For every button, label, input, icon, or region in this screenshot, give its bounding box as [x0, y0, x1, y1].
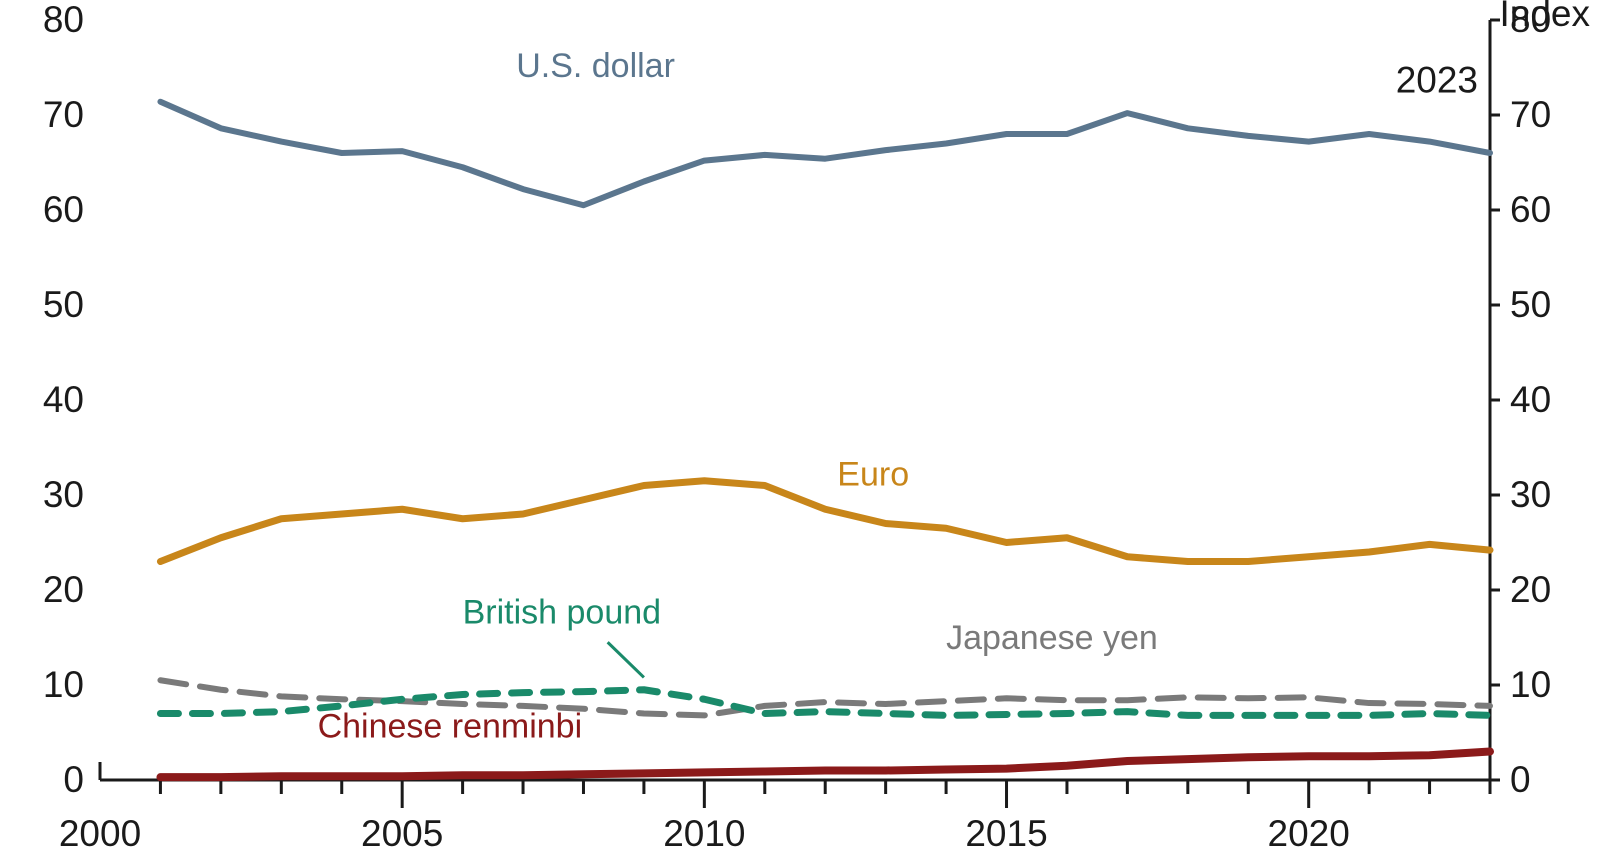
series-label-usd: U.S. dollar: [516, 47, 675, 85]
y-tick-label-left: 70: [43, 94, 84, 135]
y-axis-title: Index: [1499, 0, 1590, 34]
y-tick-label-right: 60: [1510, 189, 1551, 230]
y-tick-label-right: 0: [1510, 759, 1531, 800]
y-tick-label-right: 40: [1510, 379, 1551, 420]
y-tick-label-right: 70: [1510, 94, 1551, 135]
y-tick-label-right: 50: [1510, 284, 1551, 325]
y-tick-label-left: 0: [63, 759, 84, 800]
year-indicator: 2023: [1396, 60, 1478, 101]
y-tick-label-left: 30: [43, 474, 84, 515]
series-label-gbp: British pound: [463, 593, 661, 631]
chart-svg: 2000 2005 2010 2015 2020 0 10 20 30 40 50 60 70 80 0 10…: [0, 0, 1600, 848]
y-tick-label-left: 50: [43, 284, 84, 325]
x-tick-label: 2015: [965, 813, 1047, 848]
series-label-jpy: Japanese yen: [946, 619, 1158, 657]
series-label-cny: Chinese renminbi: [318, 707, 583, 745]
y-tick-label-left: 10: [43, 664, 84, 705]
y-tick-label-left: 80: [43, 0, 84, 40]
chart-bg: [0, 0, 1600, 848]
y-tick-label-right: 30: [1510, 474, 1551, 515]
x-tick-label: 2020: [1268, 813, 1350, 848]
y-tick-label-right: 10: [1510, 664, 1551, 705]
y-tick-label-left: 40: [43, 379, 84, 420]
x-tick-label: 2000: [59, 813, 141, 848]
series-label-eur: Euro: [837, 456, 909, 494]
y-tick-label-right: 20: [1510, 569, 1551, 610]
y-tick-label-left: 60: [43, 189, 84, 230]
x-tick-label: 2010: [663, 813, 745, 848]
currency-index-chart: 2000 2005 2010 2015 2020 0 10 20 30 40 50 60 70 80 0 10…: [0, 0, 1600, 848]
y-tick-label-left: 20: [43, 569, 84, 610]
x-tick-label: 2005: [361, 813, 443, 848]
